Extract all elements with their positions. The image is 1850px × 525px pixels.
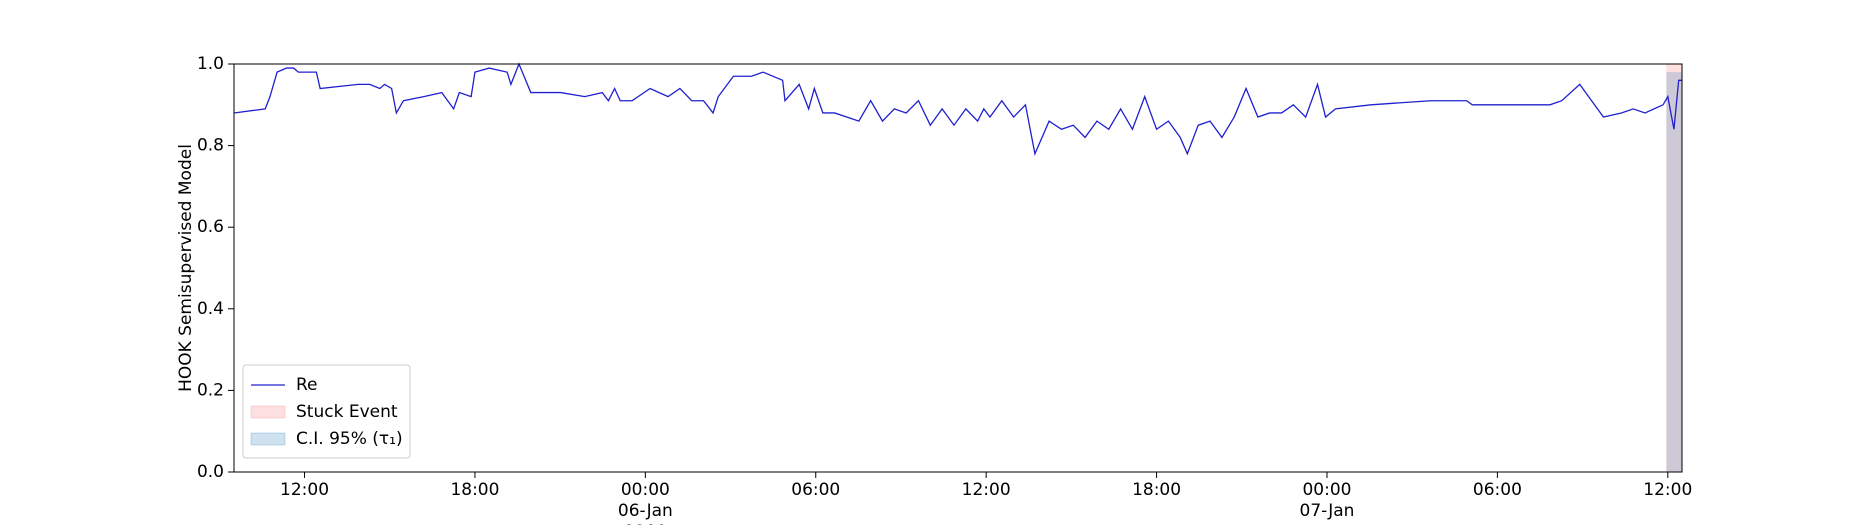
legend-box — [242, 364, 411, 459]
confidence-band — [1666, 72, 1682, 472]
y-tick-label: 1.0 — [197, 54, 224, 74]
x-tick-label: 06:00 — [791, 480, 840, 500]
legend-label: Re — [296, 375, 318, 395]
y-tick-label: 0.4 — [197, 299, 224, 319]
x-tick-label: 06:00 — [1473, 480, 1522, 500]
y-tick-label: 0.6 — [197, 217, 224, 237]
x-tick-label: 18:00 — [1132, 480, 1181, 500]
y-tick-label: 0.2 — [197, 380, 224, 400]
x-tick-label: 00:00 07-Jan — [1300, 480, 1355, 521]
y-tick-label: 0.8 — [197, 136, 224, 156]
y-tick-label: 0.0 — [197, 462, 224, 482]
legend-label: C.I. 95% (τ₁) — [296, 429, 403, 449]
x-tick-label: 18:00 — [450, 480, 499, 500]
x-tick-label: 12:00 — [962, 480, 1011, 500]
stuck-event-span — [1666, 64, 1682, 472]
series-line — [233, 62, 1682, 156]
legend-label: Stuck Event — [296, 402, 398, 422]
y-axis-label: HOOK Semisupervised Model — [176, 144, 196, 392]
x-tick-label: 12:00 — [1643, 480, 1692, 500]
legend-patch — [250, 405, 286, 419]
legend-patch — [250, 432, 286, 446]
plot-frame — [233, 63, 1683, 473]
x-tick-label: 12:00 — [280, 480, 329, 500]
